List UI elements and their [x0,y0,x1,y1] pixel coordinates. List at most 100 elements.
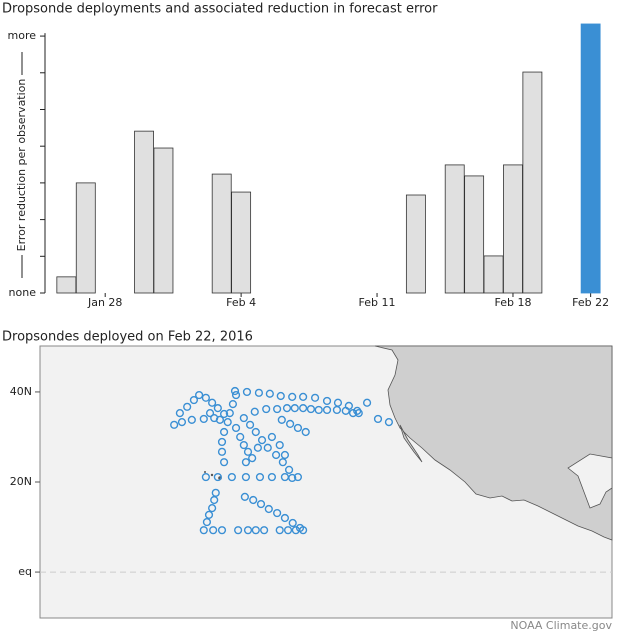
dropsonde [242,387,252,397]
dropsonde [219,458,229,467]
bar [211,173,232,294]
dropsonde [217,447,227,456]
dropsonde [255,472,265,482]
bar [580,23,601,294]
y-tick-label: 20N [10,475,32,488]
dropsonde [348,408,358,418]
dropsonde [245,420,255,429]
dropsonde [177,418,187,427]
dropsonde [202,517,212,527]
dropsonde [199,414,208,424]
dropsonde [314,405,323,415]
dropsonde [265,389,274,398]
dropsonde [280,472,290,482]
dropsonde [299,392,308,401]
chart-title: Dropsonde deployments and associated red… [2,2,438,17]
dropsonde [213,404,222,413]
dropsonde [256,499,266,509]
peninsula [399,424,423,463]
dropsonde [243,447,253,456]
dropsonde [201,393,210,402]
dropsonde [219,409,229,419]
dropsonde [248,454,257,463]
dropsonde [332,405,342,415]
y-axis-label: Error reduction per observation [15,79,28,252]
y-tick-label: eq [18,565,32,578]
dropsonde [275,526,284,535]
dropsonde [170,420,179,429]
dropsonde [267,472,277,482]
bar [134,130,154,294]
dropsonde [286,419,295,429]
dropsonde [273,508,282,518]
bar [153,147,174,294]
dropsonde [208,504,217,513]
dropsonde [231,390,241,400]
island [204,471,206,473]
dropsonde [293,472,303,482]
bar [405,194,426,294]
dropsonde [341,406,350,415]
dropsonde [260,526,269,535]
dropsonde [271,450,281,460]
dropsonde [230,386,240,396]
dropsonde [240,492,249,501]
dropsonde [189,395,199,405]
dropsonde [282,404,292,413]
dropsonde [267,432,277,442]
dropsonde [290,404,299,413]
dropsonde [239,413,248,423]
dropsonde [295,523,305,533]
dropsonde [231,423,241,433]
dropsonde [354,408,363,418]
x-tick-label: Feb 11 [359,296,396,309]
dropsonde [257,436,267,445]
dropsonde [306,404,316,414]
dropsonde [175,408,184,418]
bar [483,255,504,294]
dropsonde [322,405,332,415]
bar [464,175,485,294]
dropsonde [251,526,260,535]
dropsonde [251,427,260,437]
dropsonde [187,415,196,424]
dropsonde [208,398,217,407]
dropsonde [239,440,248,450]
dropsonde [219,427,229,437]
dropsonde [280,513,290,523]
dropsonde [250,407,259,416]
dropsonde [301,427,310,437]
dropsonde [262,404,271,414]
dropsonde [205,408,215,418]
bar [522,71,543,294]
bar [56,276,77,294]
dropsonde [227,472,236,482]
dropsonde [236,432,245,442]
bar [503,164,523,294]
dropsonde [210,495,219,505]
dropsonde [288,518,297,528]
dropsonde [228,399,238,409]
dropsonde [278,458,287,467]
dropsonde [280,450,290,460]
dropsonde [263,443,272,452]
credit: NOAA Climate.gov [510,619,612,632]
dropsonde [275,440,284,450]
dropsonde [284,465,294,474]
x-tick-label: Feb 22 [572,296,609,309]
x-tick-label: Feb 18 [494,296,531,309]
dropsonde [293,423,303,433]
dropsonde [204,510,214,519]
dropsonde [299,404,308,413]
bar [75,182,96,294]
dropsonde [310,393,320,402]
dropsonde [384,418,394,427]
dropsonde [273,404,282,414]
dropsonde [283,526,293,535]
dropsonde [253,443,262,452]
dropsonde [243,526,253,535]
dropsonde [249,495,258,505]
bar [444,164,465,294]
dropsonde [276,391,285,401]
island [210,473,214,477]
